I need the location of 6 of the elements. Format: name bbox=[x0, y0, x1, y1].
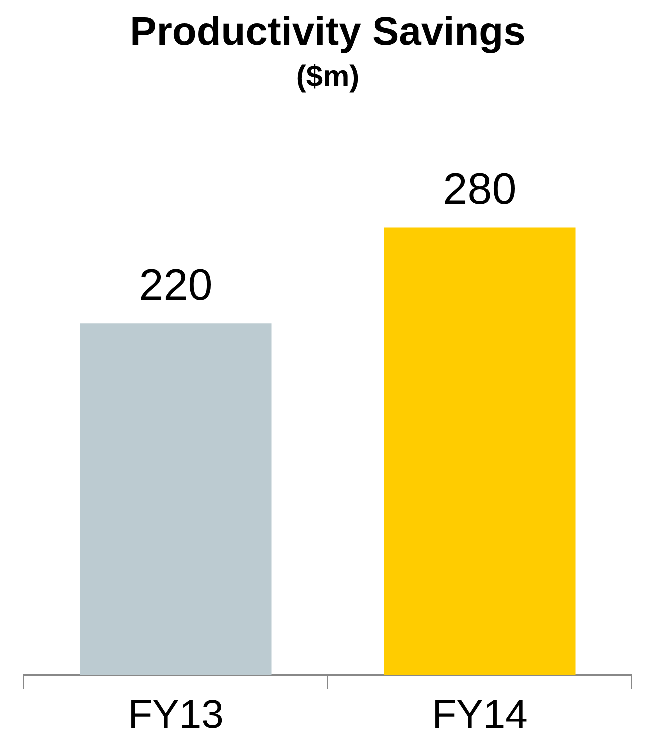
chart-subtitle: ($m) bbox=[296, 60, 360, 94]
x-tick-label: FY14 bbox=[432, 693, 528, 738]
x-tick-label: FY13 bbox=[128, 693, 224, 738]
data-label: 220 bbox=[139, 260, 213, 310]
chart-title: Productivity Savings bbox=[130, 10, 526, 54]
data-label: 280 bbox=[443, 164, 517, 214]
